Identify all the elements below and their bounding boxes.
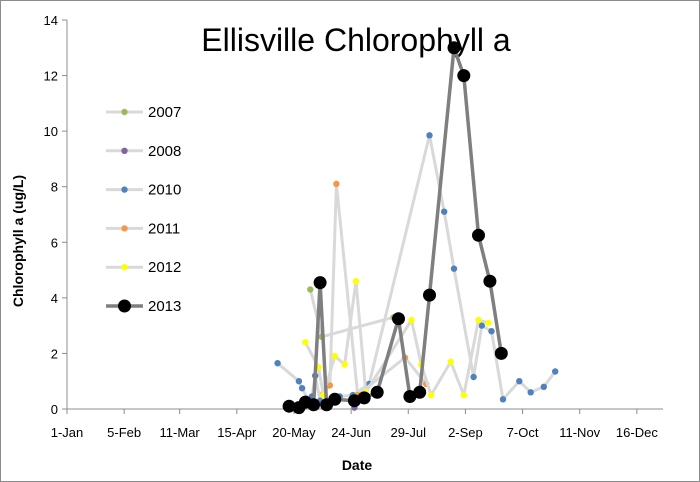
y-tick-label: 10: [44, 124, 58, 139]
legend-swatch-marker: [121, 186, 128, 193]
legend-label: 2008: [148, 143, 181, 160]
data-point: [475, 316, 482, 324]
data-point: [426, 132, 433, 139]
data-point: [447, 358, 454, 365]
x-tick-label: 2-Sep: [448, 425, 483, 440]
data-point: [313, 276, 327, 290]
data-point: [328, 392, 342, 406]
data-point: [423, 288, 436, 302]
y-tick-label: 0: [51, 402, 58, 417]
legend-label: 2011: [148, 220, 180, 237]
data-point: [450, 265, 458, 272]
x-tick-label: 24-Jun: [331, 425, 371, 440]
data-point: [441, 208, 448, 215]
x-tick-label: 20-May: [272, 425, 316, 440]
legend-swatch-marker: [121, 108, 128, 116]
legend-entry-2008: 2008: [106, 143, 181, 160]
data-point: [347, 394, 361, 408]
data-point: [427, 391, 435, 399]
series-layer: [274, 41, 559, 415]
data-point: [516, 378, 523, 385]
legend-label: 2010: [148, 182, 181, 199]
legend-entry-2013: 2013: [106, 298, 181, 315]
data-point: [274, 360, 281, 367]
legend-label: 2013: [148, 298, 181, 315]
data-point: [494, 346, 508, 360]
data-point: [341, 361, 348, 368]
legend: 2007 2008 2010 2011 2012 2013: [106, 104, 181, 315]
x-tick-label: 11-Nov: [559, 425, 600, 440]
legend-entry-2011: 2011: [106, 220, 180, 237]
legend-swatch-marker: [118, 299, 131, 313]
legend-entry-2007: 2007: [106, 104, 181, 121]
legend-swatch-marker: [121, 225, 128, 232]
data-point: [499, 396, 507, 403]
x-tick-label: 11-Mar: [160, 425, 201, 440]
data-point: [472, 228, 485, 242]
y-tick-label: 8: [51, 180, 58, 195]
y-tick-label: 2: [51, 346, 58, 361]
data-point: [352, 278, 360, 285]
data-point: [302, 339, 309, 346]
y-tick-label: 6: [51, 235, 58, 250]
data-point: [333, 180, 340, 188]
y-axis-title: Chlorophyll a (ug/L): [10, 175, 26, 307]
data-point: [307, 286, 314, 293]
data-point: [447, 41, 461, 55]
x-axis-title: Date: [342, 457, 373, 473]
data-point: [331, 353, 338, 360]
x-tick-label: 1-Jan: [51, 425, 84, 440]
data-point: [392, 312, 405, 326]
data-point: [357, 391, 371, 405]
x-tick-label: 16-Dec: [616, 425, 658, 440]
data-point: [298, 385, 306, 392]
data-point: [326, 382, 334, 389]
y-tick-label: 14: [44, 13, 58, 28]
legend-entry-2012: 2012: [106, 259, 181, 276]
x-tick-label: 5-Feb: [107, 425, 141, 440]
data-point: [478, 322, 485, 329]
data-point: [295, 378, 303, 385]
data-point: [485, 319, 492, 327]
y-tick-label: 12: [44, 69, 58, 84]
legend-swatch-marker: [121, 264, 128, 271]
legend-label: 2007: [148, 104, 181, 121]
data-point: [540, 383, 547, 390]
series-line-2010: [276, 133, 557, 404]
y-tick-label: 4: [51, 291, 58, 306]
legend-entry-2010: 2010: [106, 182, 181, 199]
data-point: [470, 373, 477, 381]
chart-title: Ellisville Chlorophyll a: [201, 22, 511, 58]
data-point: [413, 385, 427, 399]
data-point: [403, 390, 417, 403]
axes: 0 2 4 6 8 10 12 14 1-Jan 5-Feb 11-Mar 15-Apr 20-May 2…: [44, 13, 663, 440]
data-point: [307, 398, 321, 412]
data-point: [408, 316, 415, 324]
data-point: [457, 69, 471, 83]
data-point: [370, 385, 384, 399]
data-point: [483, 274, 497, 288]
series-2013: [282, 41, 508, 415]
legend-label: 2012: [148, 259, 181, 276]
data-point: [552, 368, 559, 375]
data-point: [488, 328, 495, 335]
data-point: [527, 389, 534, 396]
x-tick-label: 15-Apr: [217, 425, 257, 440]
legend-swatch-marker: [121, 147, 128, 154]
data-point: [460, 391, 467, 399]
x-tick-label: 7-Oct: [507, 425, 539, 440]
data-point: [282, 399, 296, 413]
x-tick-label: 29-Jul: [391, 425, 427, 440]
